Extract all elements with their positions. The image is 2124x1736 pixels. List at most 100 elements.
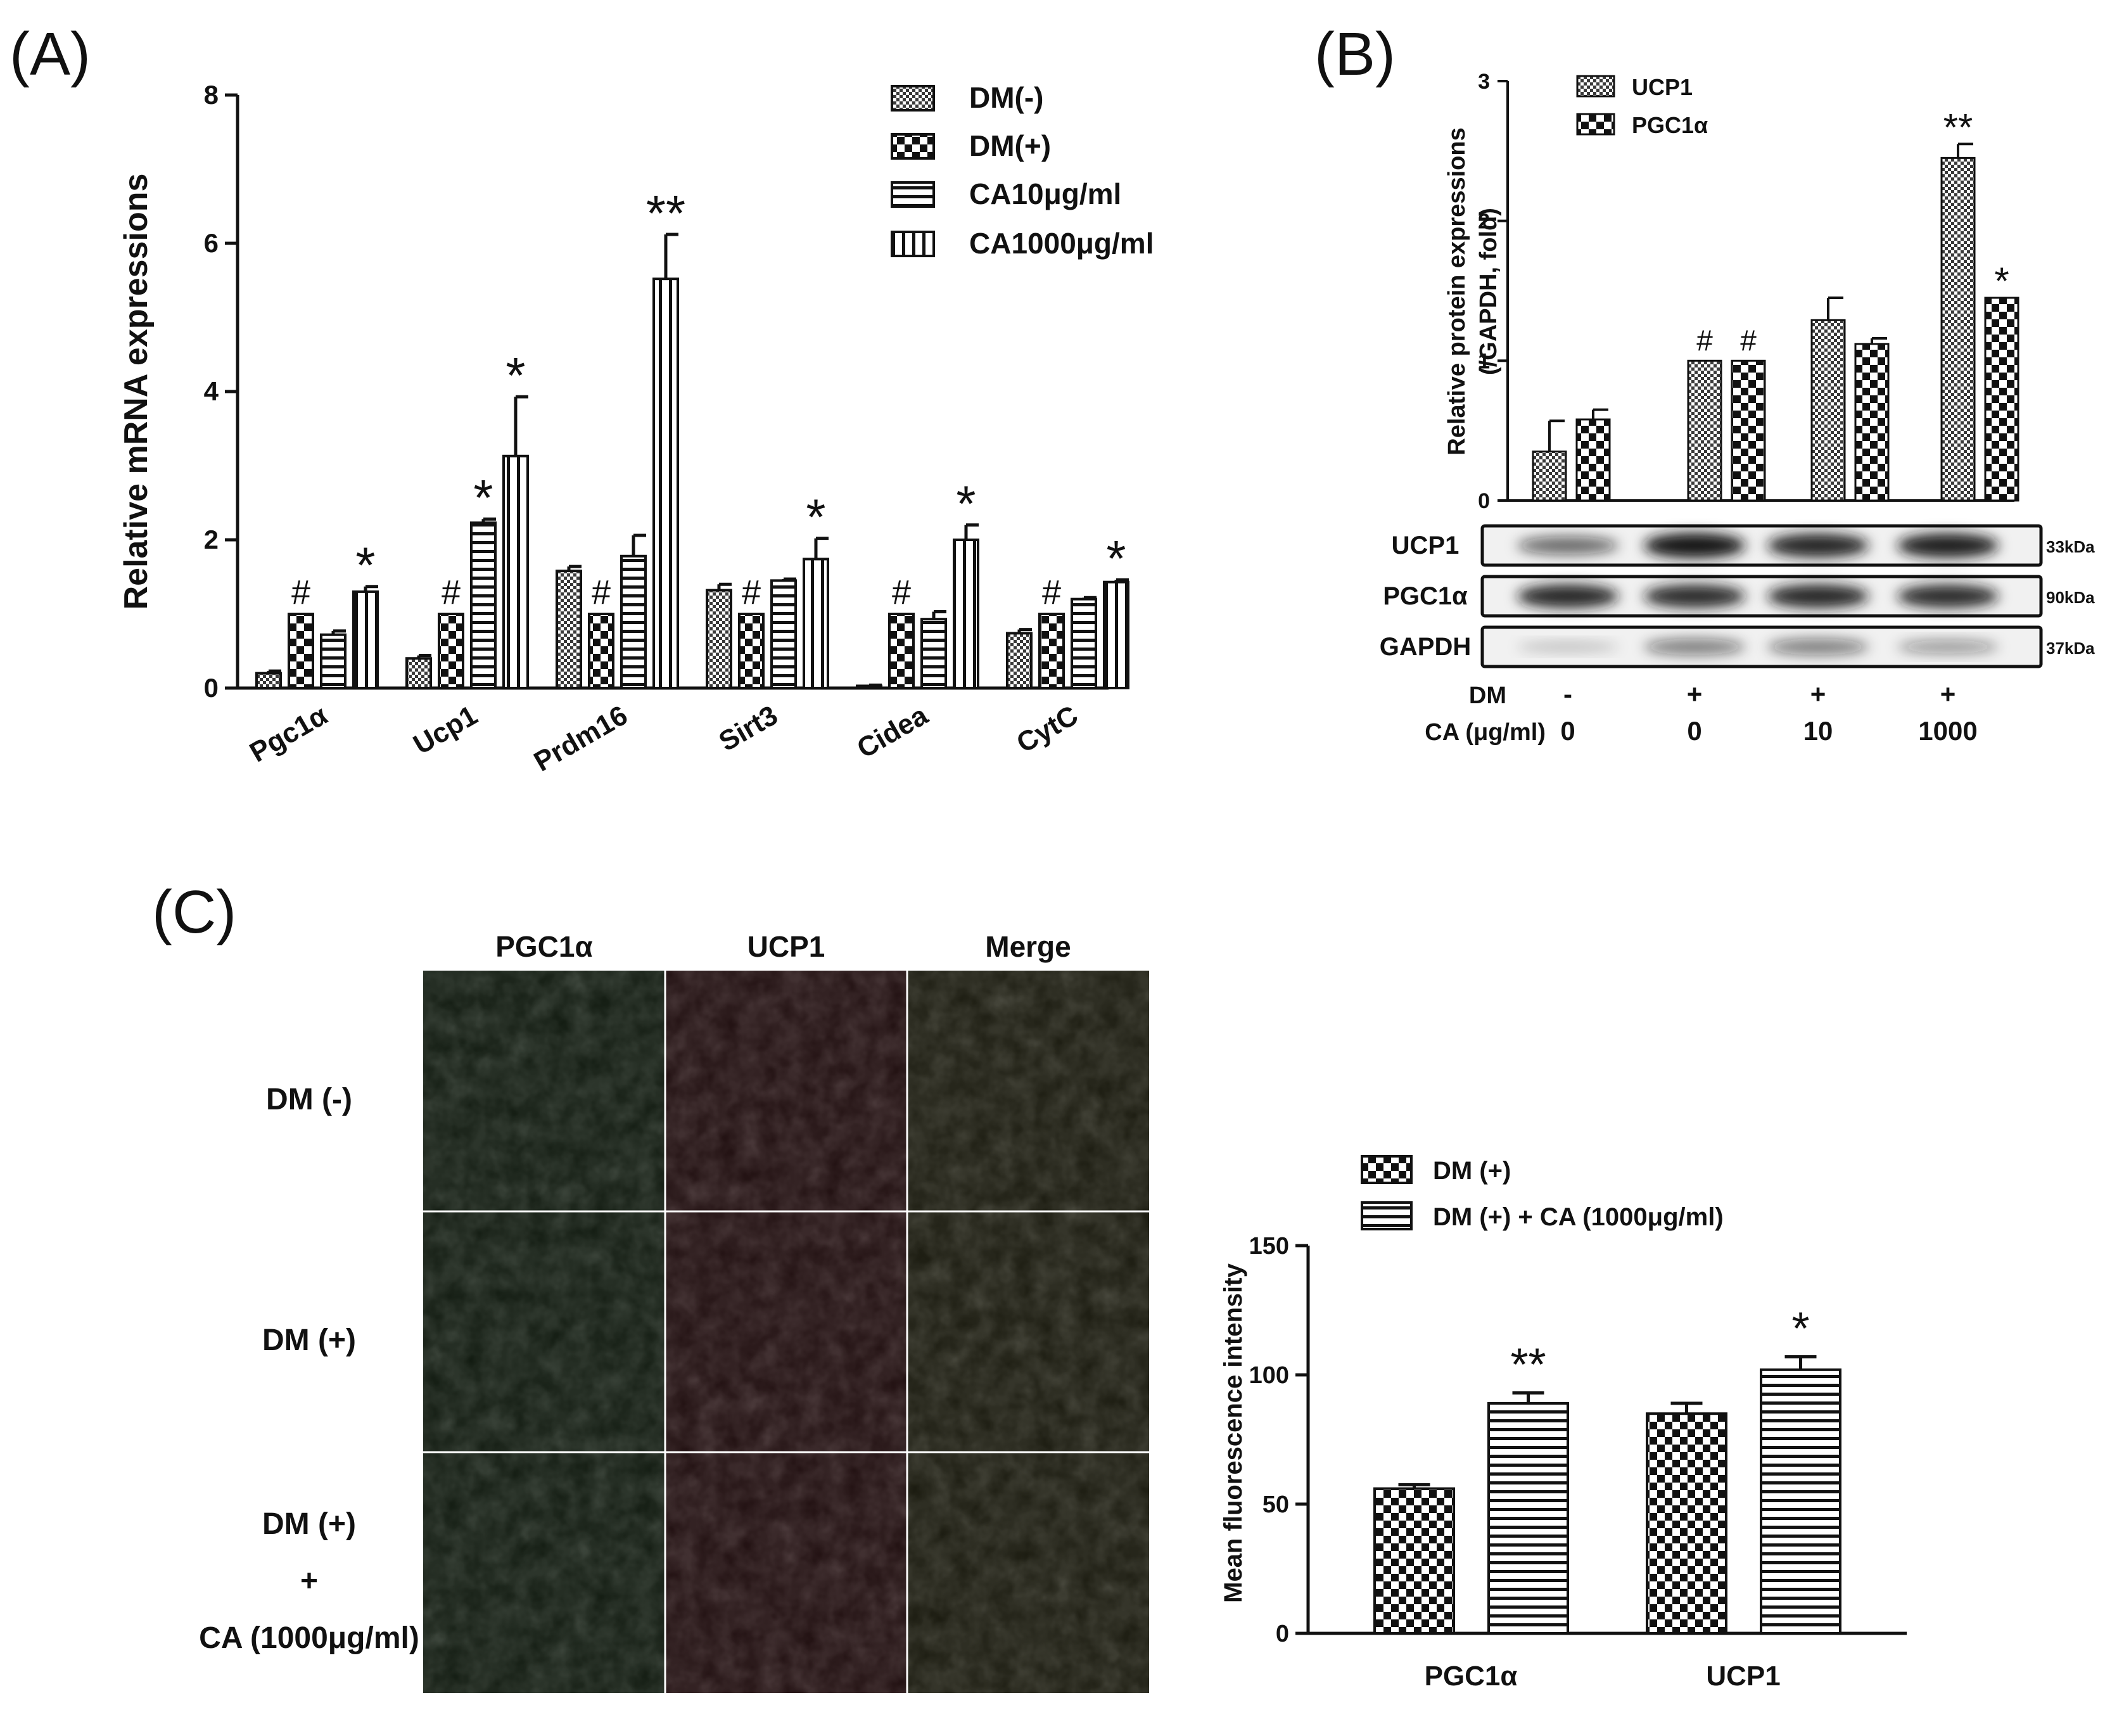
bar (1071, 597, 1097, 689)
legend-swatch (1361, 1201, 1413, 1230)
bar (652, 278, 679, 690)
significance-mark: # (1696, 324, 1713, 357)
significance-mark: # (592, 573, 611, 611)
bar (1760, 1368, 1841, 1635)
condition-value: + (1810, 679, 1826, 709)
bar (405, 657, 432, 689)
blot-band (1767, 639, 1869, 655)
bar (920, 618, 947, 689)
y-tick-label: 0 (1276, 1621, 1289, 1647)
bar (288, 613, 314, 689)
x-tick-label: PGC1α (1425, 1661, 1518, 1692)
bar (502, 454, 529, 689)
significance-mark: * (956, 476, 976, 532)
bar (1731, 359, 1766, 502)
y-tick-label: 6 (204, 228, 219, 258)
western-blot: UCP1 33kDa PGC1α 90kDa GAPDH 37kDa DM - + + + CA (μ… (1380, 524, 2095, 746)
legend-swatch (1576, 75, 1615, 98)
blot-band (1517, 584, 1618, 608)
bar (803, 558, 829, 689)
significance-mark: # (1042, 573, 1061, 611)
significance-mark: * (355, 537, 375, 594)
significance-mark: * (1791, 1303, 1809, 1354)
legend-swatch (891, 85, 935, 112)
micrograph-column-label: Merge (985, 930, 1071, 963)
significance-mark: # (291, 573, 310, 611)
legend-swatch (891, 133, 935, 160)
significance-mark: # (442, 573, 461, 611)
micrograph-texture (907, 1211, 1149, 1452)
significance-mark: * (806, 489, 825, 546)
bar (320, 633, 347, 690)
y-axis-title: Mean fluorescence intensity (1219, 1263, 1247, 1602)
panel-letter-a: (A) (10, 20, 91, 88)
micrograph-texture (423, 1211, 665, 1452)
micrograph-tint (423, 971, 665, 1211)
significance-mark: # (1740, 324, 1757, 357)
blot-strip (1480, 625, 2043, 668)
micrograph-texture (665, 1452, 907, 1693)
micrograph-row-label: DM (+) (262, 1324, 356, 1357)
x-tick-label: Sirt3 (714, 699, 783, 757)
blot-size-label: 33kDa (2046, 537, 2095, 556)
micrograph-tint (907, 1452, 1149, 1693)
condition-value: 10 (1803, 716, 1833, 746)
micrograph-texture (907, 971, 1149, 1211)
blot-band (1897, 584, 1999, 608)
bar (706, 589, 732, 689)
blot-row-label: UCP1 (1392, 532, 1459, 559)
blot-strip (1480, 524, 2043, 567)
bar (1575, 418, 1611, 502)
micrograph-tint (423, 1211, 665, 1452)
y-tick-label: 100 (1249, 1362, 1289, 1389)
legend-label: UCP1 (1632, 74, 1693, 100)
blot-band (1517, 641, 1618, 653)
bar (1006, 632, 1033, 689)
significance-mark: # (892, 573, 911, 611)
condition-value: 1000 (1918, 716, 1977, 746)
bar (1487, 1401, 1569, 1635)
blot-band (1897, 640, 1999, 654)
legend-label: PGC1α (1632, 112, 1708, 138)
microscopy-grid: PGC1α UCP1 Merge DM (-) DM (+) DM (+) + CA (100… (199, 930, 1149, 1693)
x-tick-label: Cidea (852, 699, 934, 765)
bar (470, 521, 497, 690)
bar (1854, 343, 1890, 502)
condition-value: 0 (1560, 716, 1575, 746)
y-tick-label: 4 (204, 376, 219, 406)
x-tick-label: Ucp1 (408, 699, 483, 760)
significance-mark: ** (1943, 106, 1973, 148)
legend-swatch (891, 181, 935, 208)
micrograph-row-label: DM (-) (266, 1083, 352, 1116)
blot-band (1897, 533, 1999, 558)
micrograph-tint (665, 1452, 907, 1693)
significance-mark: * (1994, 260, 2009, 302)
significance-mark: * (506, 347, 525, 404)
bar (888, 613, 915, 689)
micrograph-texture (423, 971, 665, 1211)
significance-mark: * (1106, 530, 1126, 587)
y-tick-label: 50 (1262, 1491, 1289, 1518)
micrograph-tint (665, 1211, 907, 1452)
condition-label: DM (1469, 682, 1506, 709)
legend-label: DM(-) (969, 81, 1044, 114)
bar (1373, 1487, 1455, 1635)
micrograph-row-label: DM (+) (262, 1507, 356, 1541)
bar (1532, 450, 1567, 502)
y-axis-title-line1: Relative protein expressions (1444, 127, 1470, 455)
blot-row-label: GAPDH (1380, 633, 1471, 661)
y-axis-title: Relative mRNA expressions (118, 174, 155, 610)
condition-value: + (1687, 679, 1703, 709)
blot-strip (1480, 575, 2043, 618)
y-tick-label: 8 (204, 80, 219, 110)
y-tick-label: 150 (1249, 1233, 1289, 1260)
x-tick-label: CytC (1012, 699, 1083, 759)
micrograph-texture (423, 1452, 665, 1693)
condition-value: 0 (1687, 716, 1701, 746)
bar (620, 554, 647, 689)
micrograph-column-label: PGC1α (495, 930, 593, 963)
bar (770, 579, 797, 689)
legend-label: CA1000μg/ml (969, 227, 1154, 260)
significance-mark: ** (1510, 1340, 1546, 1391)
